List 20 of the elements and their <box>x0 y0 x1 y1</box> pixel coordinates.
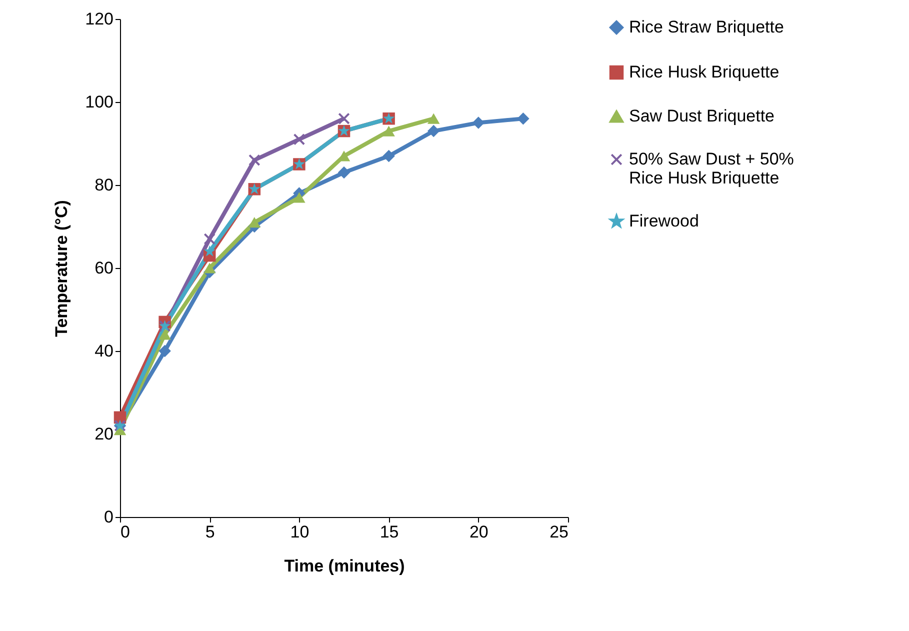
legend-label: Firewood <box>629 212 699 230</box>
y-tick-label: 120 <box>85 10 114 28</box>
y-tick-label: 100 <box>85 92 114 112</box>
x-tick-label: 5 <box>205 522 215 542</box>
legend-label: Rice Husk Briquette <box>629 62 780 82</box>
x-tick-label: 10 <box>290 522 310 542</box>
y-tick-label: 0 <box>104 508 114 526</box>
x-tick-label: 15 <box>380 522 399 542</box>
y-axis-title: Temperature (°C) <box>52 200 72 337</box>
y-tick-label: 80 <box>94 176 114 194</box>
x-axis-title: Time (minutes) <box>284 556 405 576</box>
y-tick-label: 40 <box>94 342 114 360</box>
legend-label: Saw Dust Briquette <box>629 106 775 126</box>
y-tick-label: 20 <box>94 424 114 444</box>
x-tick-label: 25 <box>550 522 568 542</box>
y-tick-label: 60 <box>94 258 114 278</box>
x-tick-label: 0 <box>120 522 130 542</box>
legend-label: Rice Straw Briquette <box>629 18 784 36</box>
legend-label: 50% Saw Dust + 50% Rice Husk Briquette <box>629 150 794 188</box>
x-tick-label: 20 <box>469 522 488 542</box>
